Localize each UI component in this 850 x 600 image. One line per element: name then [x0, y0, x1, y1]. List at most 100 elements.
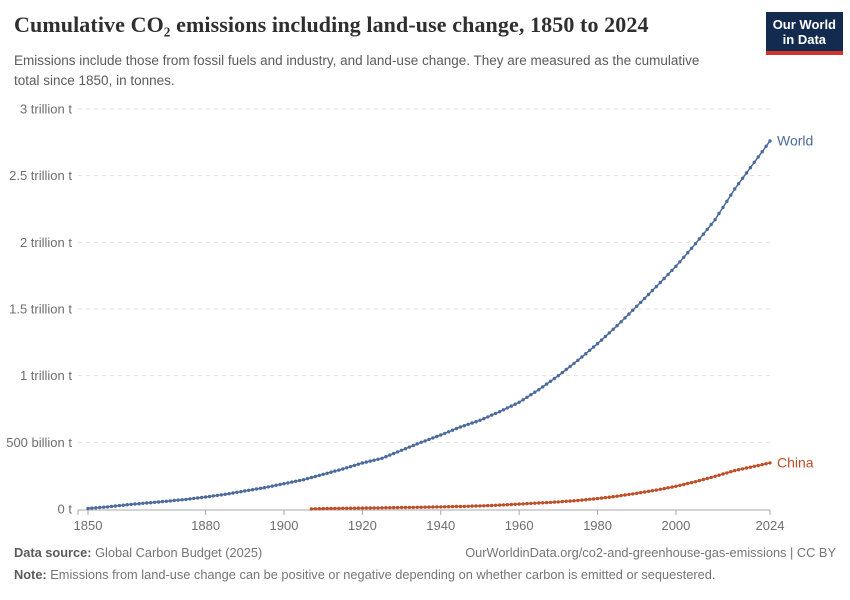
data-point: [717, 211, 721, 216]
data-point: [658, 280, 662, 285]
data-point: [254, 487, 259, 491]
data-point: [764, 462, 768, 466]
data-point: [678, 260, 682, 264]
data-point: [384, 455, 388, 459]
data-point: [650, 489, 655, 493]
data-point: [662, 486, 666, 491]
data-point: [278, 482, 282, 487]
data-point: [717, 473, 721, 477]
data-point: [588, 497, 592, 501]
data-point: [466, 504, 470, 508]
data-point: [509, 502, 513, 507]
data-point: [733, 468, 737, 473]
data-point: [427, 505, 431, 509]
data-point: [537, 501, 541, 505]
data-point: [341, 467, 345, 471]
data-point: [544, 382, 549, 386]
data-point: [368, 459, 372, 463]
owid-logo[interactable]: Our World in Data: [765, 12, 843, 55]
data-point: [486, 415, 490, 419]
data-point: [564, 499, 568, 503]
x-tick-label: 1940: [426, 518, 455, 533]
data-point: [86, 506, 90, 511]
data-point: [533, 390, 537, 394]
data-point: [650, 288, 655, 293]
data-point: [215, 493, 219, 498]
data-point: [541, 385, 545, 389]
data-point: [611, 327, 615, 331]
data-point: [705, 476, 709, 481]
data-point: [160, 499, 165, 504]
data-point: [282, 482, 286, 486]
data-point: [658, 487, 662, 491]
data-point: [560, 370, 564, 375]
data-point: [90, 506, 94, 510]
data-point: [525, 501, 529, 506]
data-point: [262, 486, 267, 490]
data-point: [474, 504, 478, 508]
data-point: [591, 345, 596, 349]
data-point: [513, 402, 517, 406]
data-point: [250, 488, 255, 492]
data-point: [701, 477, 706, 482]
y-tick-label: 2.5 trillion t: [9, 168, 72, 183]
data-point: [333, 506, 337, 511]
data-point: [462, 424, 466, 428]
data-point: [568, 499, 572, 503]
data-point: [474, 420, 478, 424]
series-label-china[interactable]: China: [777, 454, 814, 470]
data-point: [478, 504, 482, 508]
data-point: [431, 505, 435, 509]
data-point: [697, 237, 702, 241]
data-point: [497, 410, 502, 414]
data-point: [627, 312, 631, 316]
series-label-world[interactable]: World: [777, 133, 813, 149]
data-point: [548, 379, 553, 383]
data-point: [548, 500, 553, 505]
data-point: [768, 139, 772, 143]
x-tick-label: 1900: [270, 518, 299, 533]
data-point: [627, 492, 631, 497]
data-point: [325, 506, 329, 511]
data-point: [552, 376, 557, 381]
data-point: [564, 367, 568, 372]
data-point: [591, 497, 596, 501]
data-point: [646, 489, 651, 493]
data-point: [419, 440, 423, 444]
data-point: [407, 445, 412, 449]
y-tick-label: 0 t: [58, 502, 73, 517]
data-point: [756, 155, 760, 159]
data-point: [458, 425, 463, 429]
data-point: [184, 497, 188, 502]
footer-link[interactable]: OurWorldinData.org/co2-and-greenhouse-ga…: [465, 545, 836, 560]
data-point: [725, 471, 729, 475]
data-point: [666, 486, 670, 490]
data-point: [180, 498, 184, 502]
data-point: [411, 505, 415, 510]
data-point: [94, 506, 98, 510]
data-point: [705, 227, 709, 231]
chart-subtitle: Emissions include those from fossil fuel…: [14, 53, 700, 88]
datasource-label: Data source:: [14, 545, 92, 560]
data-point: [642, 490, 647, 494]
data-point: [392, 451, 396, 456]
page-title: Cumulative CO₂ emissions including land-…: [14, 12, 649, 37]
data-point: [568, 364, 572, 369]
series-path-china: [311, 462, 771, 510]
data-point: [490, 503, 494, 508]
data-point: [321, 472, 325, 476]
data-point: [478, 418, 482, 422]
data-point: [345, 506, 349, 510]
data-point: [607, 331, 611, 335]
data-point: [333, 469, 337, 473]
data-point: [348, 464, 353, 469]
data-point: [200, 495, 204, 500]
data-point: [682, 482, 686, 487]
data-point: [674, 264, 678, 268]
data-point: [341, 506, 345, 510]
data-point: [729, 470, 733, 474]
data-point: [588, 348, 592, 352]
data-point: [552, 500, 557, 504]
data-point: [635, 491, 639, 495]
